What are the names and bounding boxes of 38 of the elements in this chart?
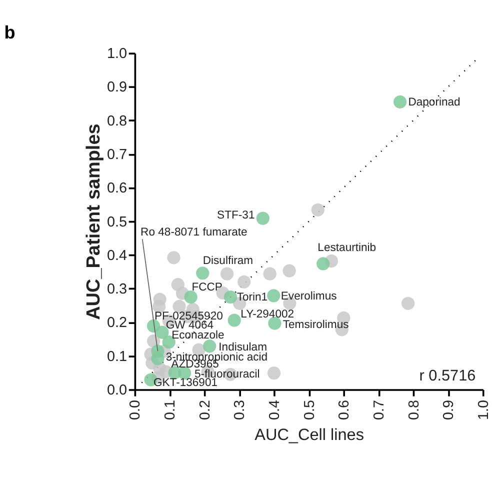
annotation: r 0.5716 <box>419 368 476 384</box>
x-tick-label: 0.5 <box>302 400 318 420</box>
annotation: Everolimus <box>280 290 338 302</box>
y-tick-label: 0.0 <box>106 382 128 399</box>
y-tick-label: 0.5 <box>106 214 128 230</box>
y-tick-label: 0.8 <box>106 113 128 130</box>
annotation: Daporinad <box>408 96 460 109</box>
y-tick-label: 0.4 <box>106 248 128 264</box>
x-tick-label: 0.6 <box>336 400 353 420</box>
x-tick-label: 0.7 <box>371 400 388 420</box>
x-tick-label: 0.9 <box>441 400 458 420</box>
y-tick-label: 0.9 <box>106 80 128 96</box>
annotation: Econazole <box>172 329 224 342</box>
x-tick-label: 0.0 <box>128 400 144 420</box>
annotation: Ro 48-8071 fumarate <box>140 226 248 238</box>
annotation: LY-294002 <box>240 308 294 321</box>
y-tick-label: 0.6 <box>106 180 128 197</box>
y-tick-label: 0.1 <box>106 348 128 365</box>
x-tick-label: 0.3 <box>232 400 248 420</box>
x-tick-label: 1.0 <box>476 400 492 420</box>
annotation: FCCP <box>192 282 222 294</box>
y-tick-label: 0.3 <box>106 282 128 298</box>
x-tick-label: 0.4 <box>266 400 283 420</box>
annotation: Torin1 <box>236 292 268 304</box>
chart-title: b <box>4 22 16 43</box>
y-tick-label: 0.7 <box>106 147 128 164</box>
y-axis-title: AUC_Patient samples <box>84 124 105 320</box>
annotation: Temsirolimus <box>282 318 350 331</box>
x-tick-label: 0.2 <box>197 400 214 420</box>
annotation: Lestaurtinib <box>318 242 376 254</box>
x-tick-label: 0.8 <box>406 400 422 420</box>
annotation: Disulfiram <box>202 255 254 268</box>
annotation: Indisulam <box>218 342 268 354</box>
y-tick-label: 0.2 <box>106 315 128 332</box>
y-tick-label: 1.0 <box>106 46 128 62</box>
x-tick-label: 0.1 <box>162 400 179 420</box>
x-axis-title: AUC_Cell lines <box>254 426 364 444</box>
annotation: STF-31 <box>217 209 255 222</box>
